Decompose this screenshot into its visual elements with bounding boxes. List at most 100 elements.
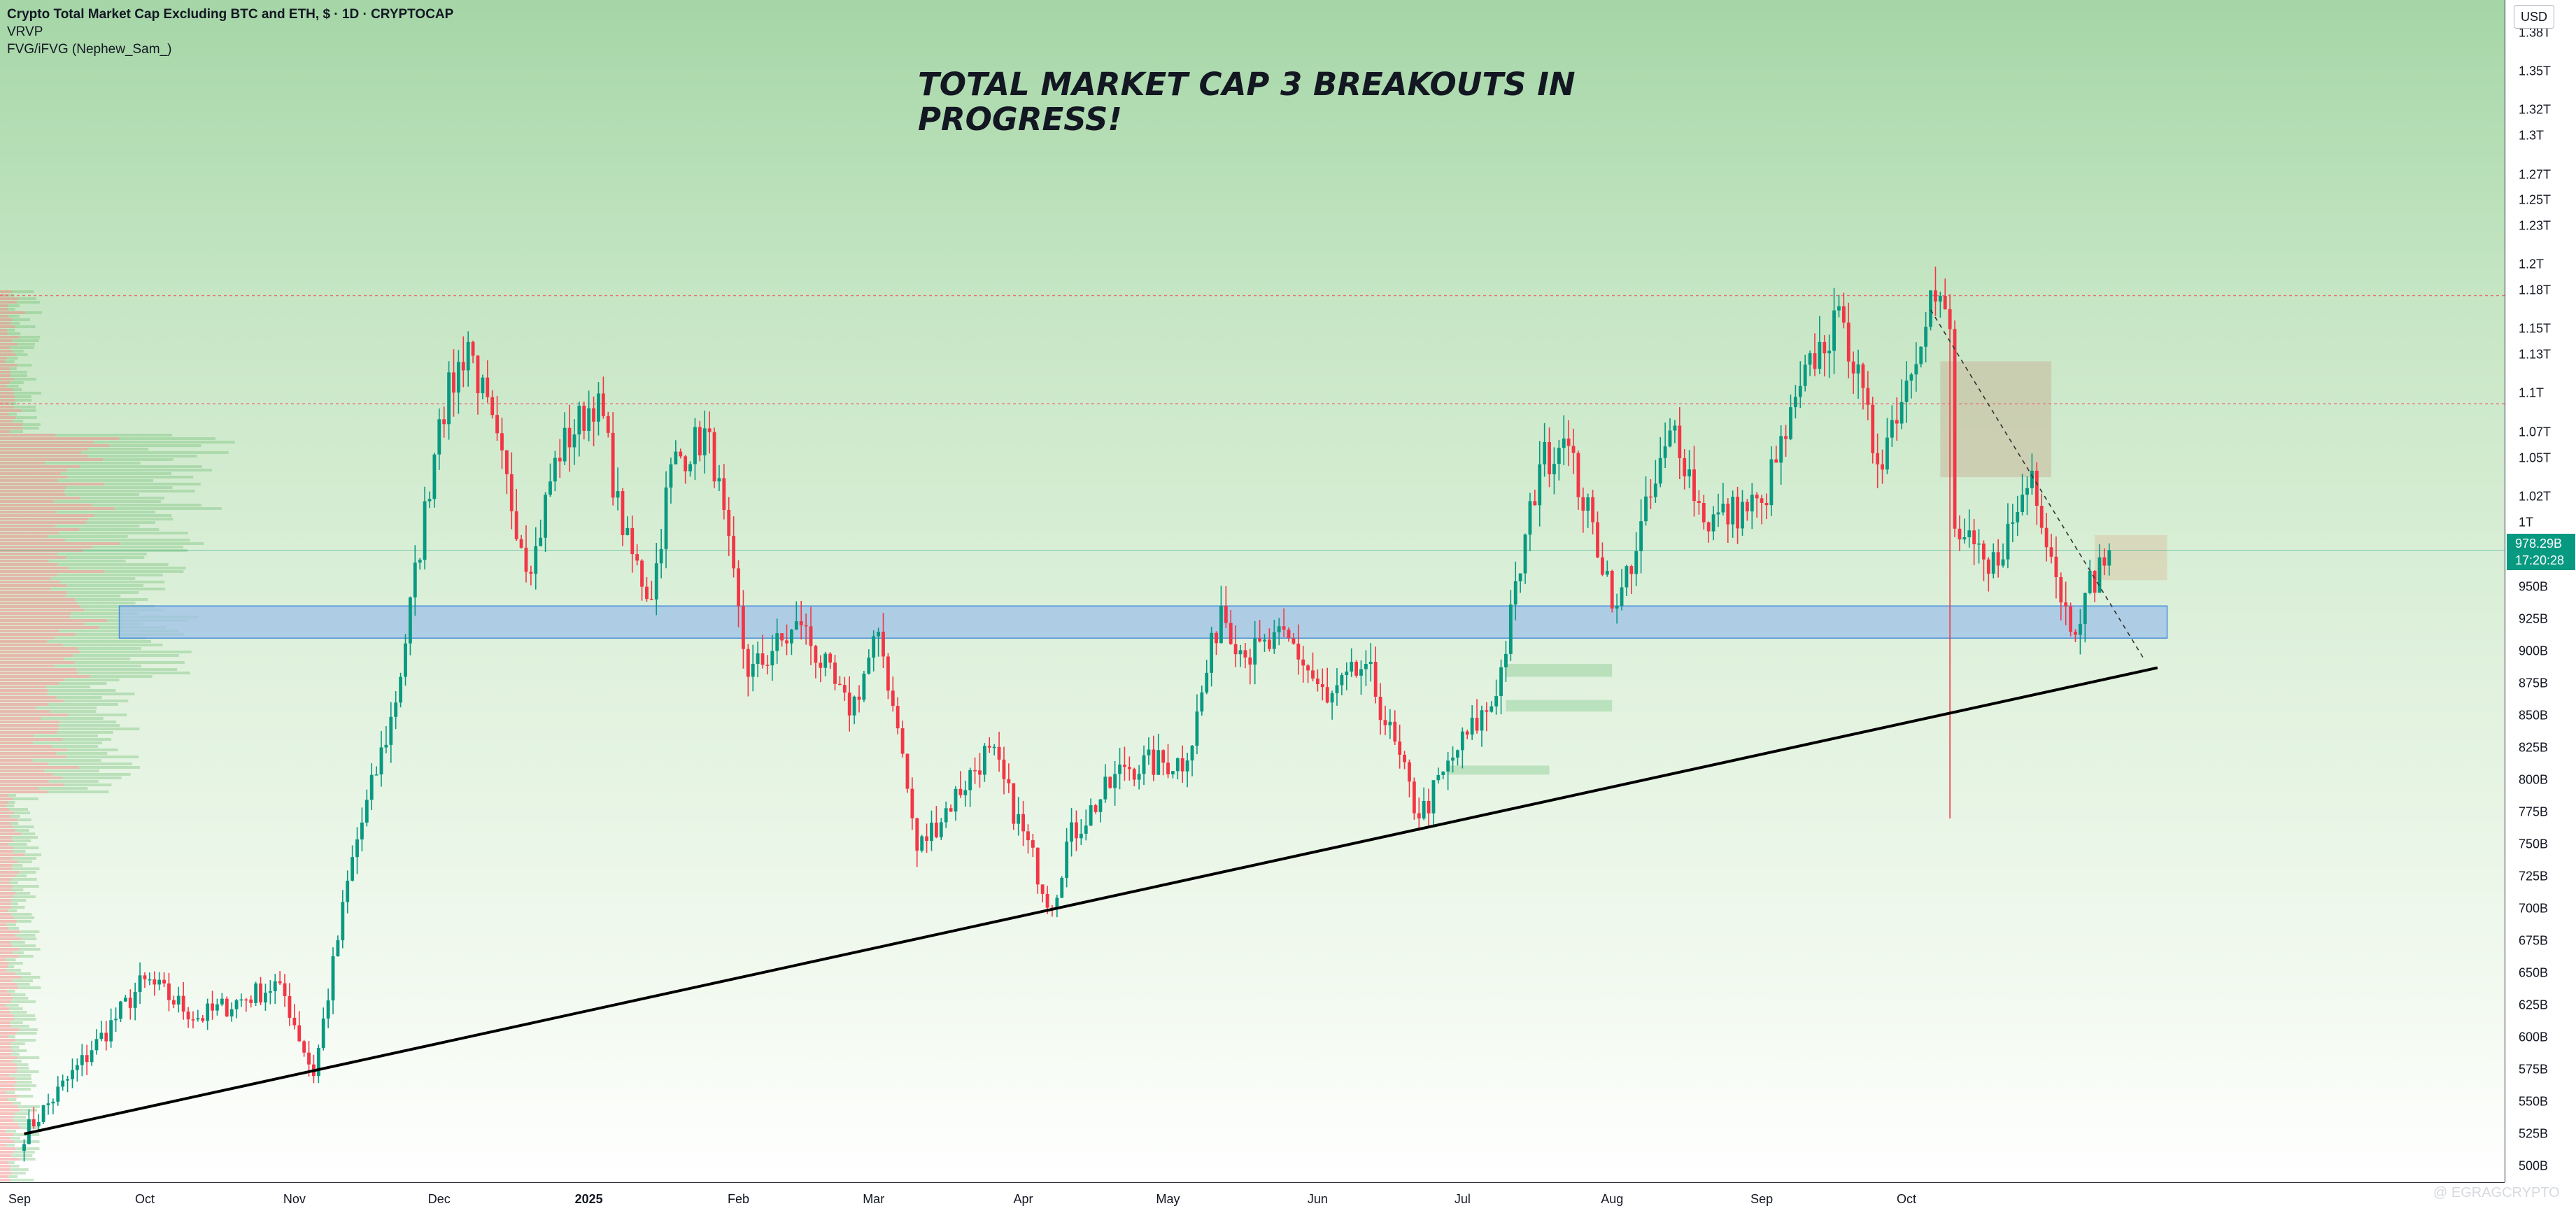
profile-bar-buy — [78, 672, 190, 674]
candle — [1238, 644, 1243, 667]
profile-bar-buy — [48, 762, 132, 765]
profile-bar-sell — [0, 700, 64, 702]
candle — [1012, 783, 1016, 830]
candle — [1958, 515, 1962, 551]
profile-bar-buy — [20, 1109, 38, 1112]
candle — [1364, 650, 1368, 686]
profile-bar-sell — [0, 1147, 15, 1150]
candle — [1306, 664, 1310, 683]
profile-bar-sell — [0, 574, 57, 576]
profile-bar-sell — [0, 1091, 6, 1094]
candle — [2011, 504, 2015, 543]
profile-bar-sell — [0, 465, 80, 468]
chart-annotation-text[interactable]: TOTAL MARKET CAP 3 BREAKOUTS IN PROGRESS… — [918, 67, 1618, 137]
candle — [1818, 315, 1822, 374]
profile-bar-buy — [15, 1039, 36, 1042]
profile-bar-sell — [0, 853, 25, 856]
profile-bar-buy — [54, 665, 141, 667]
profile-bar-sell — [0, 679, 65, 681]
candle — [992, 744, 996, 756]
profile-bar-buy — [17, 364, 32, 367]
price-tick-label: 550B — [2519, 1094, 2549, 1109]
profile-bar-buy — [58, 682, 107, 685]
candle — [1784, 425, 1788, 457]
profile-bar-sell — [0, 787, 39, 790]
indicator-fvg[interactable]: FVG/iFVG (Nephew_Sam_) — [7, 42, 172, 57]
profile-bar-sell — [0, 609, 85, 611]
candle — [799, 600, 803, 640]
profile-bar-buy — [65, 556, 145, 559]
candle — [447, 361, 451, 440]
profile-bar-sell — [0, 797, 13, 800]
profile-bar-sell — [0, 1119, 14, 1122]
chart-pane[interactable]: Crypto Total Market Cap Excluding BTC an… — [0, 0, 2505, 1182]
profile-bar-sell — [0, 402, 10, 405]
profile-bar-sell — [0, 846, 14, 849]
candle — [1002, 746, 1006, 795]
candle — [1841, 292, 1846, 329]
candle — [616, 467, 620, 511]
price-tick-label: 1.02T — [2519, 489, 2552, 504]
price-tick-label: 1.32T — [2519, 102, 2552, 117]
price-axis[interactable] — [2505, 0, 2576, 1182]
symbol-title[interactable]: Crypto Total Market Cap Excluding BTC an… — [7, 7, 454, 22]
candle — [215, 998, 219, 1016]
profile-bar-sell — [0, 927, 8, 930]
profile-bar-sell — [0, 315, 9, 318]
candle — [1653, 460, 1657, 503]
candle — [1108, 776, 1112, 789]
candle — [1566, 420, 1571, 467]
time-tick-label: Jun — [1307, 1192, 1328, 1206]
profile-bar-buy — [8, 794, 16, 797]
fvg-box — [1506, 700, 1613, 712]
profile-bar-sell — [0, 434, 56, 437]
profile-bar-sell — [0, 644, 63, 646]
candle — [1513, 561, 1517, 620]
profile-bar-buy — [21, 976, 41, 979]
candle — [1253, 620, 1257, 685]
candle — [949, 804, 953, 812]
indicator-vrvp[interactable]: VRVP — [7, 24, 43, 39]
profile-bar-buy — [87, 455, 197, 457]
currency-button[interactable]: USD — [2514, 5, 2554, 29]
candle — [1055, 895, 1059, 918]
time-axis[interactable] — [0, 1182, 2505, 1213]
candle — [109, 1008, 113, 1048]
candle — [1741, 490, 1744, 536]
profile-bar-buy — [5, 958, 16, 961]
candle — [1760, 495, 1764, 525]
profile-bar-sell — [0, 570, 105, 573]
profile-bar-sell — [0, 577, 51, 580]
candle — [302, 1040, 306, 1057]
candle — [1007, 763, 1011, 793]
time-tick-label: Sep — [1750, 1192, 1774, 1206]
profile-bar-sell — [0, 885, 13, 888]
candle — [1118, 748, 1121, 790]
candle — [1345, 662, 1349, 690]
candle — [1533, 489, 1537, 506]
profile-bar-buy — [79, 465, 202, 468]
candle — [544, 492, 547, 552]
candle — [1224, 586, 1228, 628]
candle — [1272, 620, 1276, 654]
candle — [867, 649, 871, 675]
profile-bar-sell — [0, 944, 12, 947]
profile-bar-buy — [46, 686, 91, 688]
candle — [562, 412, 567, 465]
profile-bar-buy — [19, 1158, 36, 1161]
profile-bar-sell — [0, 290, 13, 293]
candle — [823, 651, 828, 676]
profile-bar-buy — [8, 801, 15, 804]
profile-bar-sell — [0, 965, 8, 968]
profile-bar-sell — [0, 353, 16, 356]
profile-bar-buy — [10, 822, 19, 825]
candle — [1726, 498, 1730, 544]
profile-bar-sell — [0, 469, 67, 471]
candle — [1504, 641, 1508, 682]
candle — [1485, 702, 1489, 732]
candle — [1373, 646, 1378, 704]
profile-bar-sell — [0, 1053, 11, 1056]
price-plot[interactable] — [0, 0, 2505, 1182]
price-tick-label: 1.18T — [2519, 283, 2552, 297]
candle — [1528, 492, 1532, 551]
